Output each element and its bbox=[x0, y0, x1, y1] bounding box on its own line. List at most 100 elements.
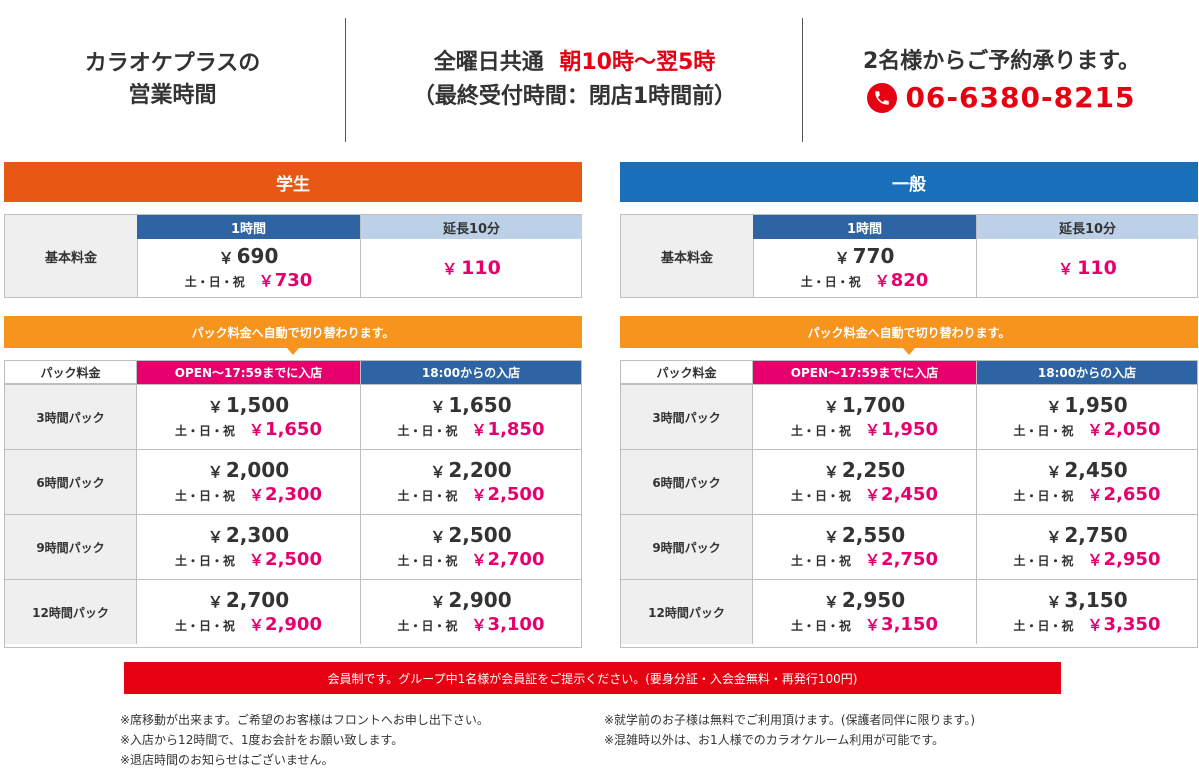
price: ￥ 2,000 bbox=[208, 458, 289, 484]
price: ￥ 1,650 bbox=[430, 393, 511, 419]
yen-symbol: ￥ bbox=[1046, 397, 1062, 416]
evening-entry-header: 18:00からの入店 bbox=[976, 361, 1197, 384]
weekend-price-value: 2,950 bbox=[1103, 548, 1161, 570]
auto-switch-banner: パック料金へ自動で切り替わります。 bbox=[620, 316, 1198, 348]
price-value: 2,750 bbox=[1064, 522, 1128, 547]
price: ￥ 2,450 bbox=[1046, 458, 1127, 484]
phone-icon bbox=[867, 83, 898, 113]
price: ￥ 2,250 bbox=[824, 458, 905, 484]
reservation-text: 2名様からご予約承ります。 bbox=[862, 49, 1141, 74]
header-divider bbox=[802, 18, 803, 142]
yen-symbol: ￥ bbox=[823, 397, 839, 416]
pack-open-price-cell: ￥ 2,950 土・日・祝 ￥3,150 bbox=[753, 580, 976, 644]
pack-row: 6時間パック ￥ 2,000 土・日・祝 ￥2,300 ￥ 2,200 土・日・祝 ￥2,500 bbox=[5, 449, 581, 514]
weekend-price: 土・日・祝 ￥2,750 bbox=[791, 549, 938, 572]
weekend-price-value: 2,500 bbox=[265, 548, 322, 570]
weekend-price-value: 1,650 bbox=[265, 418, 322, 440]
one-hour-price-cell: ￥ 690 土・日・祝 ￥730 bbox=[137, 239, 360, 297]
yen-symbol: ￥ bbox=[258, 271, 274, 290]
price: ￥ 2,900 bbox=[430, 588, 511, 614]
weekend-price: 土・日・祝 ￥2,700 bbox=[398, 549, 545, 572]
yen-symbol: ￥ bbox=[207, 592, 223, 611]
price-value: 2,950 bbox=[841, 587, 906, 612]
evening-entry-header: 18:00からの入店 bbox=[360, 361, 581, 384]
hours-value: 朝10時～翌5時 bbox=[559, 50, 716, 75]
note-item: ※退店時間のお知らせはございません。 bbox=[120, 753, 334, 767]
pack-row: 12時間パック ￥ 2,700 土・日・祝 ￥2,900 ￥ 2,900 土・日・祝 ￥3,10… bbox=[5, 579, 581, 644]
yen-symbol: ￥ bbox=[249, 485, 265, 504]
basic-fee-label: 基本料金 bbox=[5, 215, 138, 297]
weekend-price-value: 3,150 bbox=[881, 613, 938, 635]
reservation-info: 2名様からご予約承ります。 06-6380-8215 bbox=[804, 18, 1199, 142]
price: ￥ 1,500 bbox=[208, 393, 289, 419]
weekend-price: 土・日・祝 ￥1,950 bbox=[791, 419, 938, 442]
pack-late-price-cell: ￥ 2,450 土・日・祝 ￥2,650 bbox=[976, 450, 1197, 514]
one-hour-price-cell: ￥ 770 土・日・祝 ￥820 bbox=[753, 239, 976, 297]
weekend-price: 土・日・祝 ￥730 bbox=[185, 270, 313, 293]
price: ￥ 2,750 bbox=[1046, 523, 1127, 549]
yen-symbol: ￥ bbox=[218, 248, 234, 267]
price-value: 770 bbox=[852, 243, 895, 268]
weekend-price-value: 2,050 bbox=[1103, 418, 1161, 440]
yen-symbol: ￥ bbox=[249, 615, 265, 634]
price: ￥ 770 bbox=[835, 244, 895, 270]
yen-symbol: ￥ bbox=[823, 527, 839, 546]
pack-open-price-cell: ￥ 2,700 土・日・祝 ￥2,900 bbox=[137, 580, 360, 644]
pack-open-price-cell: ￥ 1,500 土・日・祝 ￥1,650 bbox=[137, 385, 360, 449]
notes-left: ※席移動が出来ます。ご希望のお客様はフロントへお申し出下さい。 ※入店から12時… bbox=[120, 710, 489, 770]
yen-symbol: ￥ bbox=[207, 462, 223, 481]
weekend-price-value: 2,500 bbox=[487, 483, 545, 505]
yen-symbol: ￥ bbox=[1087, 420, 1103, 439]
weekend-price: 土・日・祝 ￥2,500 bbox=[398, 484, 545, 507]
yen-symbol: ￥ bbox=[207, 527, 223, 546]
yen-symbol: ￥ bbox=[442, 259, 458, 278]
phone-link[interactable]: 06-6380-8215 bbox=[867, 80, 1135, 116]
weekend-price-value: 2,450 bbox=[881, 483, 938, 505]
price: ￥ 1,950 bbox=[1046, 393, 1127, 419]
section-title: 一般 bbox=[620, 162, 1198, 202]
price-value: 2,000 bbox=[225, 457, 290, 482]
note-item: ※席移動が出来ます。ご希望のお客様はフロントへお申し出下さい。 bbox=[120, 713, 489, 727]
weekend-price-value: 1,850 bbox=[487, 418, 545, 440]
one-hour-header: 1時間 bbox=[137, 215, 360, 239]
yen-symbol: ￥ bbox=[430, 592, 446, 611]
section-title: 学生 bbox=[4, 162, 582, 202]
extension-price-cell: ￥ 110 bbox=[360, 239, 582, 297]
weekend-label: 土・日・祝 bbox=[397, 488, 458, 503]
yen-symbol: ￥ bbox=[430, 527, 446, 546]
weekend-label: 土・日・祝 bbox=[397, 618, 458, 633]
pack-late-price-cell: ￥ 2,900 土・日・祝 ￥3,100 bbox=[360, 580, 581, 644]
yen-symbol: ￥ bbox=[1087, 550, 1103, 569]
weekend-price-value: 2,650 bbox=[1103, 483, 1161, 505]
open-entry-header: OPEN～17:59までに入店 bbox=[137, 361, 360, 384]
weekend-label: 土・日・祝 bbox=[184, 274, 245, 289]
yen-symbol: ￥ bbox=[865, 615, 881, 634]
weekend-label: 土・日・祝 bbox=[791, 553, 852, 568]
price: ￥ 2,500 bbox=[430, 523, 511, 549]
yen-symbol: ￥ bbox=[865, 485, 881, 504]
yen-symbol: ￥ bbox=[471, 615, 487, 634]
business-hours-title-line1: カラオケプラスの bbox=[84, 51, 261, 76]
pack-late-price-cell: ￥ 1,950 土・日・祝 ￥2,050 bbox=[976, 385, 1197, 449]
weekend-label: 土・日・祝 bbox=[397, 423, 458, 438]
weekend-price-value: 820 bbox=[890, 269, 929, 291]
pack-open-price-cell: ￥ 2,250 土・日・祝 ￥2,450 bbox=[753, 450, 976, 514]
pack-late-price-cell: ￥ 1,650 土・日・祝 ￥1,850 bbox=[360, 385, 581, 449]
yen-symbol: ￥ bbox=[823, 592, 839, 611]
price-value: 2,300 bbox=[225, 522, 290, 547]
auto-switch-arrow bbox=[287, 348, 299, 355]
pack-row: 9時間パック ￥ 2,550 土・日・祝 ￥2,750 ￥ 2,750 土・日・祝 ￥2,950 bbox=[621, 514, 1197, 579]
price: ￥ 2,200 bbox=[430, 458, 511, 484]
yen-symbol: ￥ bbox=[430, 462, 446, 481]
extension-header: 延長10分 bbox=[976, 215, 1198, 239]
price: ￥ 690 bbox=[219, 244, 279, 270]
weekend-price: 土・日・祝 ￥820 bbox=[801, 270, 929, 293]
basic-fee-label: 基本料金 bbox=[621, 215, 754, 297]
weekend-label: 土・日・祝 bbox=[791, 423, 852, 438]
weekend-price: 土・日・祝 ￥3,350 bbox=[1014, 614, 1161, 637]
member-notice: 会員制です。グループ中1名様が会員証をご提示ください。(要身分証・入会金無料・再… bbox=[124, 662, 1061, 694]
weekend-label: 土・日・祝 bbox=[175, 488, 236, 503]
weekend-label: 土・日・祝 bbox=[1013, 618, 1074, 633]
weekend-label: 土・日・祝 bbox=[397, 553, 458, 568]
weekend-label: 土・日・祝 bbox=[800, 274, 861, 289]
